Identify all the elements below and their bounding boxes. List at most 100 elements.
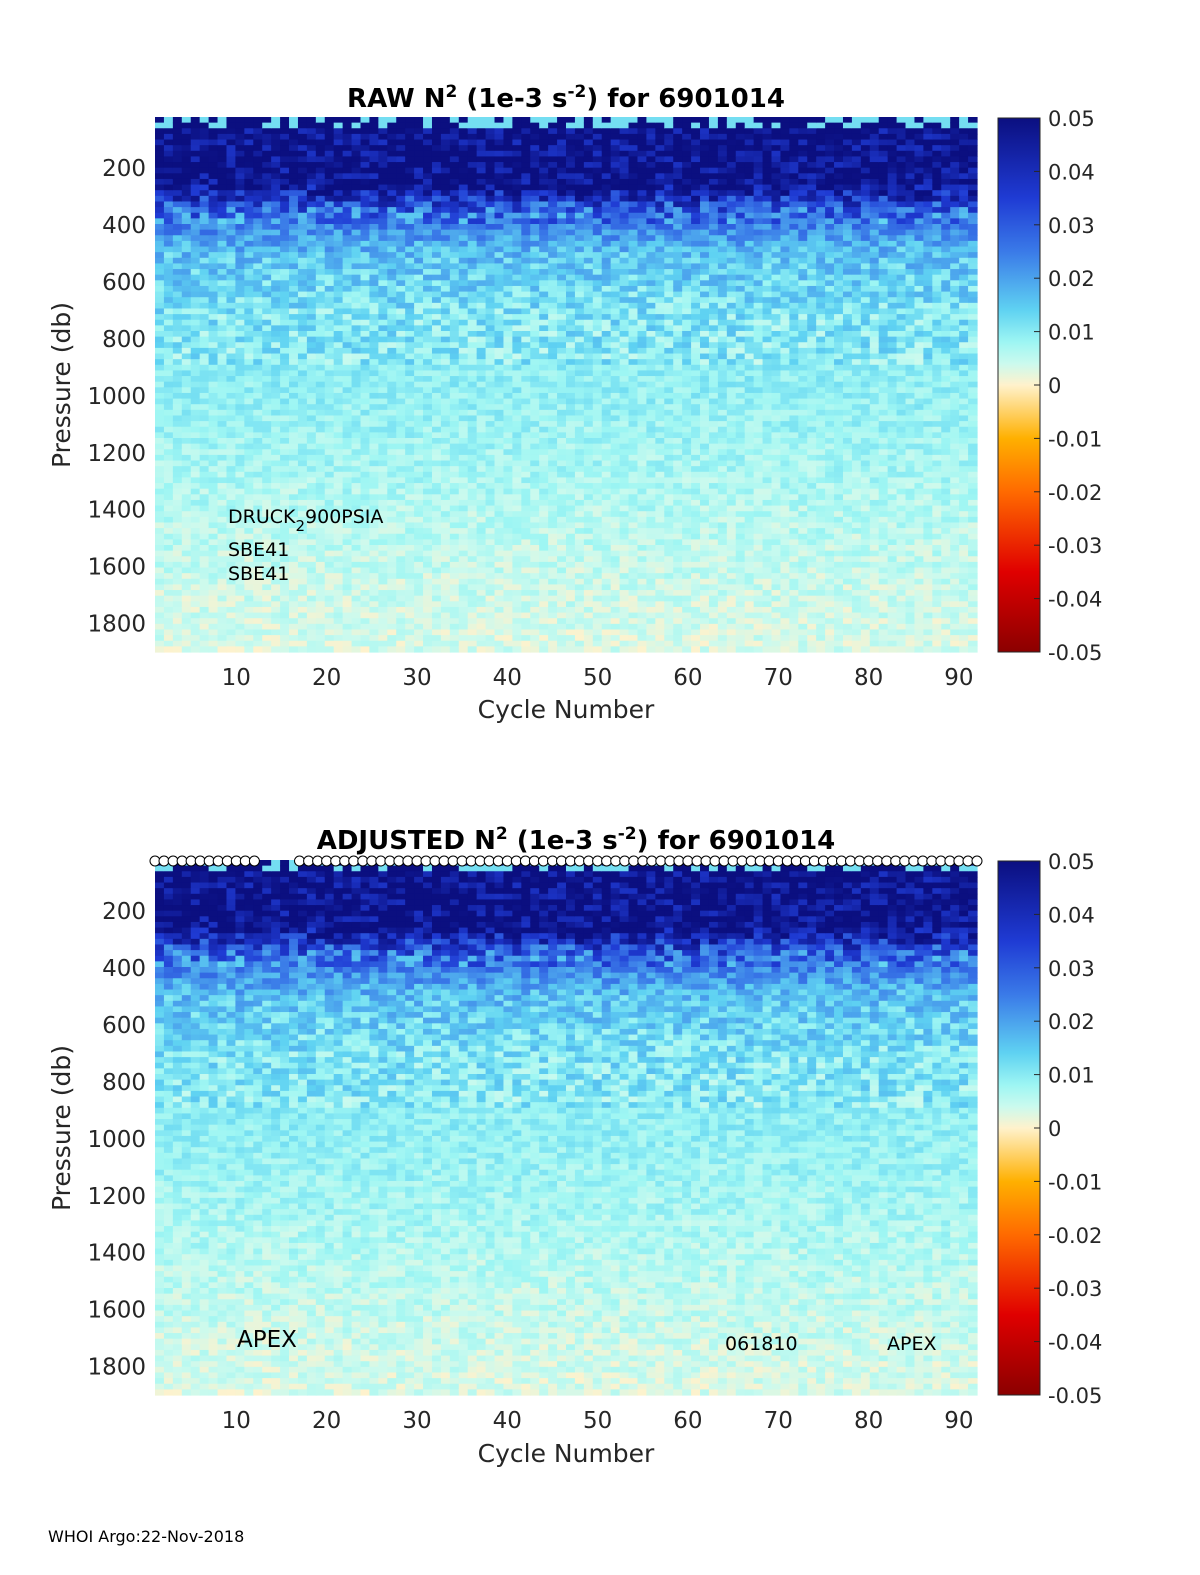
heatmap-cell — [253, 623, 263, 631]
heatmap-cell — [297, 618, 308, 625]
heatmap-cell — [262, 466, 272, 473]
heatmap-cell — [262, 392, 272, 400]
heatmap-cell — [396, 612, 406, 619]
heatmap-cell — [557, 381, 567, 388]
heatmap-cell — [512, 263, 522, 270]
heatmap-cell — [574, 629, 585, 636]
heatmap-cell — [431, 629, 442, 636]
heatmap-cell — [378, 635, 388, 642]
heatmap-cell — [592, 162, 603, 169]
heatmap-cell — [476, 359, 487, 366]
heatmap-cell — [494, 612, 505, 619]
heatmap-cell — [512, 466, 522, 473]
heatmap-cell — [467, 117, 478, 124]
heatmap-cell — [181, 173, 192, 180]
heatmap-cell — [458, 246, 469, 253]
heatmap-cell — [262, 291, 272, 298]
heatmap-cell — [610, 184, 621, 191]
heatmap-cell — [289, 573, 299, 580]
heatmap-cell — [583, 545, 594, 552]
heatmap-cell — [405, 359, 415, 366]
heatmap-cell — [539, 460, 549, 467]
heatmap-cell — [208, 471, 219, 479]
heatmap-cell — [601, 139, 612, 146]
heatmap-cell — [360, 257, 371, 265]
heatmap-cell — [297, 150, 308, 158]
heatmap-cell — [449, 387, 460, 394]
heatmap-cell — [235, 618, 245, 625]
heatmap-cell — [297, 505, 308, 512]
heatmap-cell — [530, 483, 540, 490]
heatmap-cell — [405, 370, 415, 377]
heatmap-cell — [583, 618, 594, 625]
heatmap-cell — [610, 488, 621, 495]
heatmap-cell — [521, 511, 531, 518]
heatmap-cell — [280, 398, 290, 405]
heatmap-cell — [271, 635, 281, 642]
heatmap-cell — [155, 128, 165, 135]
heatmap-cell — [423, 590, 433, 597]
heatmap-cell — [253, 573, 263, 580]
heatmap-cell — [262, 438, 272, 445]
heatmap-cell — [485, 156, 496, 163]
heatmap-cell — [342, 167, 353, 174]
heatmap-cell — [324, 325, 335, 332]
heatmap-cell — [431, 274, 442, 281]
heatmap-cell — [163, 336, 174, 343]
heatmap-cell — [360, 128, 371, 135]
heatmap-cell — [548, 426, 558, 433]
heatmap-cell — [405, 122, 415, 129]
heatmap-cell — [208, 257, 219, 265]
heatmap-cell — [253, 494, 263, 501]
heatmap-cell — [181, 218, 192, 225]
heatmap-cell — [423, 460, 433, 467]
heatmap-cell — [574, 359, 585, 366]
heatmap-cell — [217, 218, 228, 225]
heatmap-cell — [512, 128, 522, 135]
heatmap-cell — [503, 353, 513, 360]
heatmap-cell — [253, 150, 263, 158]
heatmap-cell — [476, 421, 487, 428]
heatmap-cell — [601, 184, 612, 191]
heatmap-cell — [208, 145, 219, 152]
heatmap-cell — [396, 297, 406, 304]
heatmap-cell — [521, 438, 531, 445]
heatmap-cell — [342, 539, 353, 546]
heatmap-cell — [271, 285, 281, 293]
heatmap-cell — [199, 550, 210, 557]
heatmap-cell — [190, 584, 201, 591]
heatmap-cell — [342, 601, 353, 608]
heatmap-cell — [190, 477, 201, 484]
heatmap-cell — [458, 426, 469, 433]
heatmap-cell — [244, 246, 254, 253]
heatmap-cell — [557, 263, 567, 270]
heatmap-cell — [458, 257, 469, 265]
heatmap-cell — [548, 308, 558, 315]
heatmap-cell — [324, 646, 335, 653]
heatmap-cell — [271, 499, 281, 507]
heatmap-cell — [583, 533, 594, 540]
heatmap-cell — [566, 269, 576, 276]
heatmap-cell — [333, 505, 344, 512]
heatmap-cell — [226, 533, 237, 540]
heatmap-cell — [235, 449, 245, 456]
heatmap-cell — [199, 426, 210, 433]
heatmap-cell — [539, 449, 549, 456]
heatmap-cell — [315, 364, 326, 372]
heatmap-cell — [557, 505, 567, 512]
heatmap-cell — [244, 336, 254, 343]
heatmap-cell — [387, 449, 397, 456]
heatmap-cell — [440, 263, 451, 270]
heatmap-cell — [396, 190, 406, 197]
heatmap-cell — [485, 280, 496, 287]
heatmap-cell — [217, 449, 228, 456]
heatmap-cell — [512, 331, 522, 338]
heatmap-cell — [494, 308, 505, 315]
heatmap-cell — [387, 387, 397, 394]
heatmap-cell — [199, 387, 210, 394]
heatmap-cell — [601, 606, 612, 614]
heatmap-cell — [601, 516, 612, 524]
heatmap-cell — [440, 319, 451, 326]
heatmap-cell — [217, 229, 228, 236]
heatmap-cell — [306, 331, 317, 338]
